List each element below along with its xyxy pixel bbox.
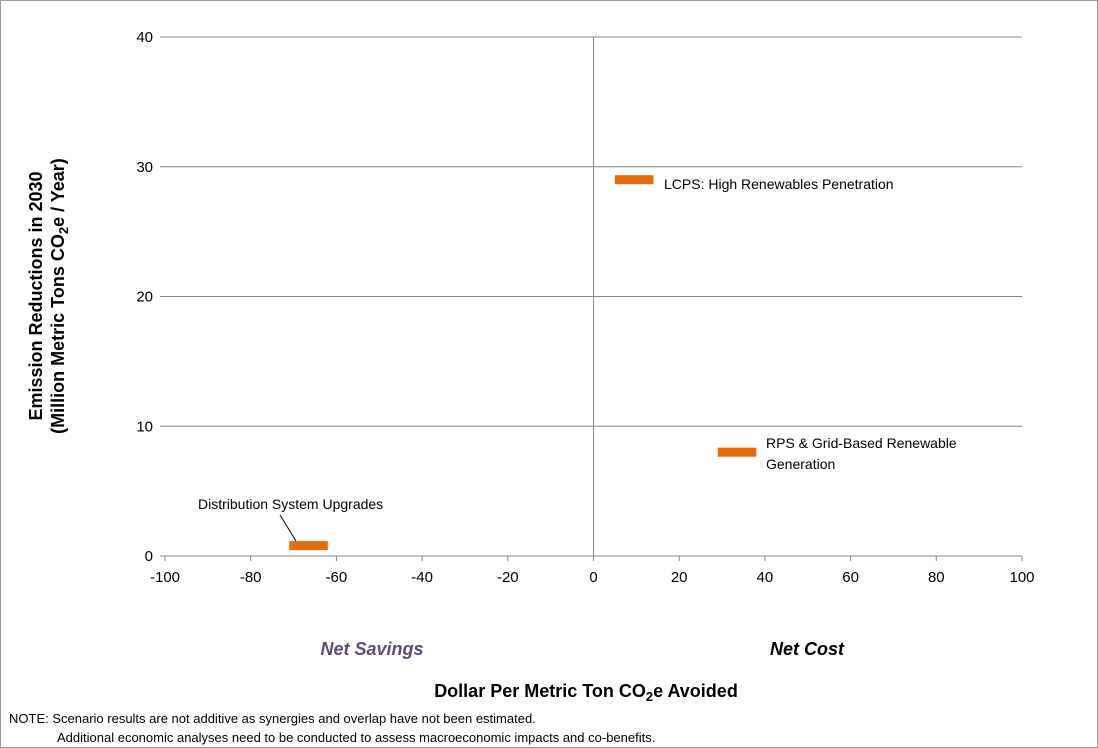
y-axis-title-line2-sub: 2 [56,227,71,234]
region-label-net-cost: Net Cost [770,639,845,659]
x-tick-label-60: 60 [842,569,859,586]
x-tick-label--60: -60 [326,569,348,586]
data-point-2 [717,447,757,457]
y-tick-label-10: 10 [136,418,153,435]
x-tick-label--20: -20 [497,569,519,586]
note-line-1: NOTE: Scenario results are not additive … [9,711,536,726]
x-tick-label-40: 40 [757,569,774,586]
x-tick-label--100: -100 [150,569,180,586]
y-axis-title: Emission Reductions in 2030 (Million Met… [26,158,71,434]
y-axis-title-line2: (Million Metric Tons CO2e / Year) [48,158,71,434]
x-tick-labels: -100 -80 -60 -40 -20 0 20 40 60 80 100 [150,569,1035,586]
y-axis-title-line2-end: e / Year) [48,158,68,227]
x-tick-label--40: -40 [411,569,433,586]
region-label-net-savings: Net Savings [320,639,423,659]
point-label-distribution: Distribution System Upgrades [198,496,383,512]
point-label-rps-line1: RPS & Grid-Based Renewable [766,435,957,451]
y-axis-title-line2-main: (Million Metric Tons CO [48,234,68,434]
y-tick-label-40: 40 [136,29,153,46]
leader-line-distribution [279,514,297,542]
data-point-0 [289,541,328,551]
point-label-lcps: LCPS: High Renewables Penetration [664,176,894,192]
x-tick-label-80: 80 [928,569,945,586]
x-axis-title: Dollar Per Metric Ton CO2e Avoided [434,681,738,704]
x-tick-label--80: -80 [240,569,262,586]
y-axis-title-line1: Emission Reductions in 2030 [26,171,46,420]
note-line-2: Additional economic analyses need to be … [57,730,656,745]
y-tick-labels: 0 10 20 30 40 [136,29,153,565]
x-axis-title-sub: 2 [646,689,653,704]
axes [160,36,1023,561]
data-points [289,175,757,551]
y-tick-label-30: 30 [136,159,153,176]
y-tick-label-0: 0 [145,548,153,565]
x-axis-title-main: Dollar Per Metric Ton CO [434,681,646,701]
x-axis-title-end: e Avoided [653,681,738,701]
x-tick-label-20: 20 [671,569,688,586]
point-label-rps-line2: Generation [766,456,835,472]
y-tick-label-20: 20 [136,289,153,306]
x-tick-label-100: 100 [1009,569,1034,586]
data-point-1 [614,175,654,185]
x-tick-label-0: 0 [589,569,597,586]
